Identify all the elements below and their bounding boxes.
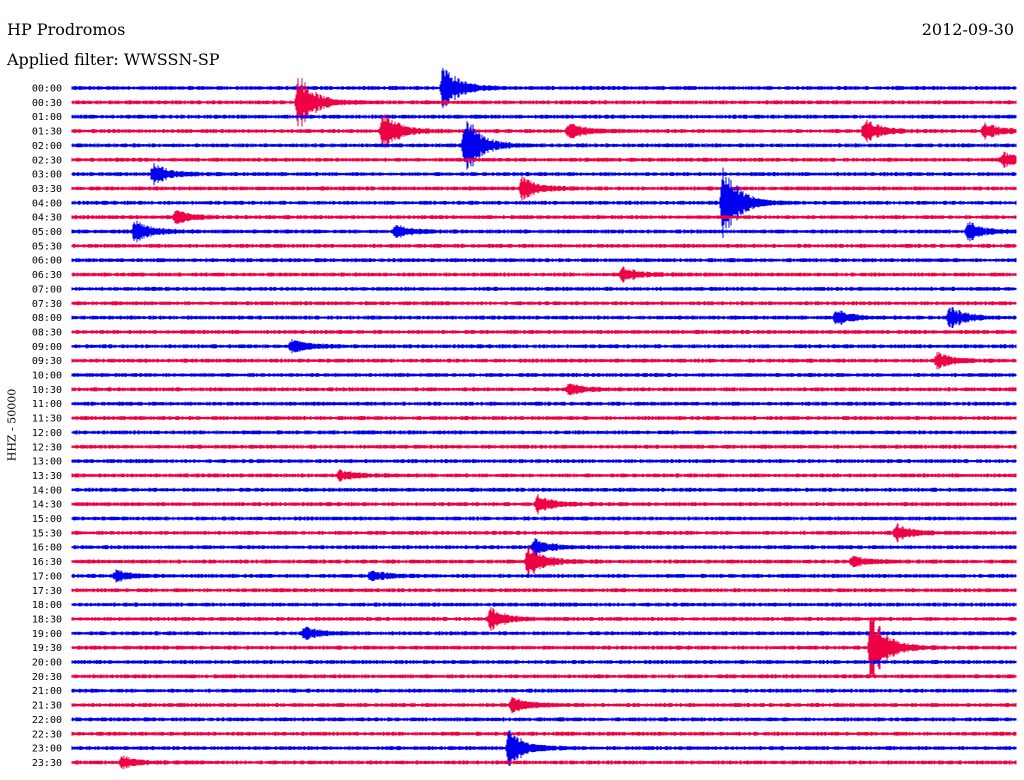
time-tick-label: 16:30 bbox=[32, 557, 62, 568]
time-tick-label: 04:00 bbox=[32, 198, 62, 209]
time-tick-label: 00:30 bbox=[32, 98, 62, 109]
time-tick-label: 00:00 bbox=[32, 84, 62, 95]
time-axis: 00:00 00:30 01:00 01:30 02:00 02:30 03:00 03:30… bbox=[32, 84, 62, 769]
time-tick-label: 06:30 bbox=[32, 270, 62, 281]
filter-label: Applied filter: WWSSN-SP bbox=[7, 50, 220, 69]
time-tick-label: 18:30 bbox=[32, 614, 62, 625]
time-tick-label: 14:30 bbox=[32, 500, 62, 511]
station-title: HP Prodromos bbox=[7, 20, 126, 39]
time-tick-label: 04:30 bbox=[32, 213, 62, 224]
time-tick-label: 07:30 bbox=[32, 299, 62, 310]
time-tick-label: 12:30 bbox=[32, 442, 62, 453]
time-tick-label: 13:00 bbox=[32, 457, 62, 468]
time-tick-label: 12:00 bbox=[32, 428, 62, 439]
time-tick-label: 02:00 bbox=[32, 141, 62, 152]
time-tick-label: 11:30 bbox=[32, 414, 62, 425]
time-tick-label: 01:00 bbox=[32, 112, 62, 123]
time-tick-label: 13:30 bbox=[32, 471, 62, 482]
time-tick-label: 17:30 bbox=[32, 586, 62, 597]
time-tick-label: 20:30 bbox=[32, 672, 62, 683]
time-tick-label: 23:30 bbox=[32, 758, 62, 769]
time-tick-label: 15:30 bbox=[32, 528, 62, 539]
time-tick-label: 09:00 bbox=[32, 342, 62, 353]
time-tick-label: 22:00 bbox=[32, 715, 62, 726]
time-tick-label: 10:30 bbox=[32, 385, 62, 396]
time-tick-label: 09:30 bbox=[32, 356, 62, 367]
time-tick-label: 06:00 bbox=[32, 256, 62, 267]
time-tick-label: 17:00 bbox=[32, 571, 62, 582]
time-tick-label: 22:30 bbox=[32, 729, 62, 740]
time-tick-label: 05:30 bbox=[32, 241, 62, 252]
time-tick-label: 10:00 bbox=[32, 371, 62, 382]
time-tick-label: 05:00 bbox=[32, 227, 62, 238]
time-tick-label: 16:00 bbox=[32, 543, 62, 554]
time-tick-label: 08:30 bbox=[32, 327, 62, 338]
time-tick-label: 18:00 bbox=[32, 600, 62, 611]
time-tick-label: 21:30 bbox=[32, 701, 62, 712]
time-tick-label: 01:30 bbox=[32, 127, 62, 138]
time-tick-label: 19:30 bbox=[32, 643, 62, 654]
time-tick-label: 20:00 bbox=[32, 658, 62, 669]
time-tick-label: 23:00 bbox=[32, 744, 62, 755]
date-label: 2012-09-30 bbox=[921, 20, 1014, 39]
time-tick-label: 14:00 bbox=[32, 485, 62, 496]
time-tick-label: 07:00 bbox=[32, 284, 62, 295]
time-tick-label: 15:00 bbox=[32, 514, 62, 525]
time-tick-label: 03:00 bbox=[32, 170, 62, 181]
time-tick-label: 19:00 bbox=[32, 629, 62, 640]
time-tick-label: 21:00 bbox=[32, 686, 62, 697]
time-tick-label: 11:00 bbox=[32, 399, 62, 410]
time-tick-label: 03:30 bbox=[32, 184, 62, 195]
time-tick-label: 08:00 bbox=[32, 313, 62, 324]
trace-lines bbox=[71, 67, 1017, 770]
time-tick-label: 02:30 bbox=[32, 155, 62, 166]
